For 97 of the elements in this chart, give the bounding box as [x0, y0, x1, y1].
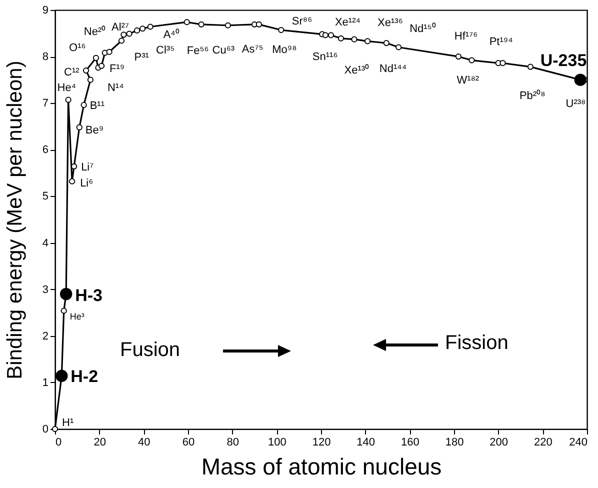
point — [140, 26, 146, 32]
annotation: U-235 — [540, 50, 587, 70]
y-tick-label: 3 — [42, 284, 48, 296]
x-tick-label: 20 — [94, 436, 106, 448]
x-tick-label: 60 — [182, 436, 195, 448]
annotation: N¹⁴ — [107, 82, 124, 94]
point — [527, 64, 534, 70]
point — [106, 48, 112, 55]
annotation: H-3 — [75, 286, 102, 305]
y-tick-label: 9 — [42, 4, 48, 16]
y-tick-label: 8 — [42, 51, 48, 64]
point — [364, 38, 371, 44]
annotation: U²³⁸ — [566, 98, 586, 110]
point — [60, 308, 67, 314]
annotation: Fe⁵⁶ — [186, 45, 209, 58]
point — [65, 96, 72, 103]
point — [184, 19, 190, 26]
point — [76, 124, 82, 130]
annotation: W¹⁸² — [456, 74, 480, 86]
y-tick-label: 5 — [42, 190, 48, 203]
annotation: Ne²⁰ — [84, 24, 106, 38]
point — [82, 67, 90, 74]
point — [322, 32, 328, 38]
point — [328, 32, 334, 38]
y-axis-title: Binding energy (MeV per nucleon) — [4, 60, 26, 380]
annotation: Xe¹²⁴ — [334, 16, 361, 28]
annotation: Pb²⁰⁸ — [519, 88, 546, 102]
point — [134, 27, 140, 34]
annotation: H¹ — [62, 417, 74, 429]
point — [224, 22, 231, 28]
annotation: Fusion — [120, 339, 180, 361]
y-tick-label: 6 — [42, 144, 48, 156]
annotation: P³¹ — [134, 52, 150, 64]
x-tick-label: 240 — [569, 436, 588, 448]
point — [455, 54, 462, 60]
x-tick-label: 160 — [400, 436, 420, 448]
annotation: Al²⁷ — [112, 22, 129, 34]
y-tick-label: 7 — [42, 98, 48, 110]
annotation: Xe¹³⁶ — [378, 17, 403, 30]
point — [468, 57, 475, 64]
point — [56, 370, 68, 382]
y-tick-label: 2 — [42, 330, 48, 342]
point — [351, 36, 358, 42]
point — [60, 288, 72, 300]
point — [126, 30, 132, 37]
point — [92, 54, 100, 61]
x-tick-label: 80 — [226, 436, 239, 448]
y-tick-label: 4 — [42, 237, 48, 250]
point — [80, 102, 87, 108]
point — [69, 178, 76, 184]
annotation: Li⁷ — [81, 161, 94, 174]
point — [338, 35, 344, 42]
point — [396, 44, 402, 50]
x-tick-label: 0 — [56, 436, 62, 448]
point — [574, 74, 586, 86]
annotation: He³ — [70, 312, 84, 322]
x-axis-title: Mass of atomic nucleus — [201, 454, 442, 480]
y-tick-label: 1 — [42, 376, 48, 389]
annotation: Nd¹⁴⁴ — [379, 63, 407, 76]
annotation: Hf¹⁷⁶ — [454, 30, 478, 43]
annotation: Be⁹ — [85, 124, 104, 136]
x-tick-label: 140 — [356, 436, 376, 448]
annotation: As⁷⁵ — [242, 43, 264, 56]
annotation: He⁴ — [57, 82, 76, 94]
annotation: F¹⁹ — [110, 62, 125, 75]
annotation: Cu⁶³ — [212, 44, 235, 56]
point — [278, 26, 284, 34]
point — [198, 21, 204, 28]
annotation: Pt¹⁹⁴ — [489, 36, 514, 48]
annotation: Cl³⁵ — [156, 44, 175, 56]
x-tick-label: 40 — [138, 436, 150, 448]
x-tick-label: 180 — [445, 436, 464, 448]
point — [256, 21, 262, 28]
x-tick-label: 100 — [268, 436, 286, 448]
point — [383, 40, 390, 46]
x-tick-label: 120 — [312, 436, 331, 448]
point — [118, 38, 125, 44]
annotation: Sr⁸⁶ — [292, 15, 312, 28]
annotation: H-2 — [70, 366, 98, 386]
x-tick-label: 220 — [534, 436, 552, 448]
y-tick-label: 0 — [42, 424, 48, 436]
annotation: Xe¹³⁰ — [344, 63, 370, 76]
point — [147, 24, 154, 30]
annotation: Mo⁹⁸ — [272, 44, 297, 56]
annotation: A⁴⁰ — [163, 28, 180, 41]
point — [500, 60, 506, 66]
point — [120, 32, 127, 38]
annotation: Sn¹¹⁶ — [312, 51, 338, 64]
annotation: Nd¹⁵⁰ — [410, 22, 436, 36]
annotation: Fission — [445, 332, 508, 354]
point — [98, 62, 105, 69]
annotation: B¹¹ — [90, 100, 105, 112]
annotation: O¹⁶ — [69, 42, 86, 54]
annotation: Li⁶ — [80, 177, 94, 190]
x-tick-label: 200 — [490, 436, 508, 448]
point — [87, 76, 94, 83]
annotation: C¹² — [64, 66, 80, 79]
